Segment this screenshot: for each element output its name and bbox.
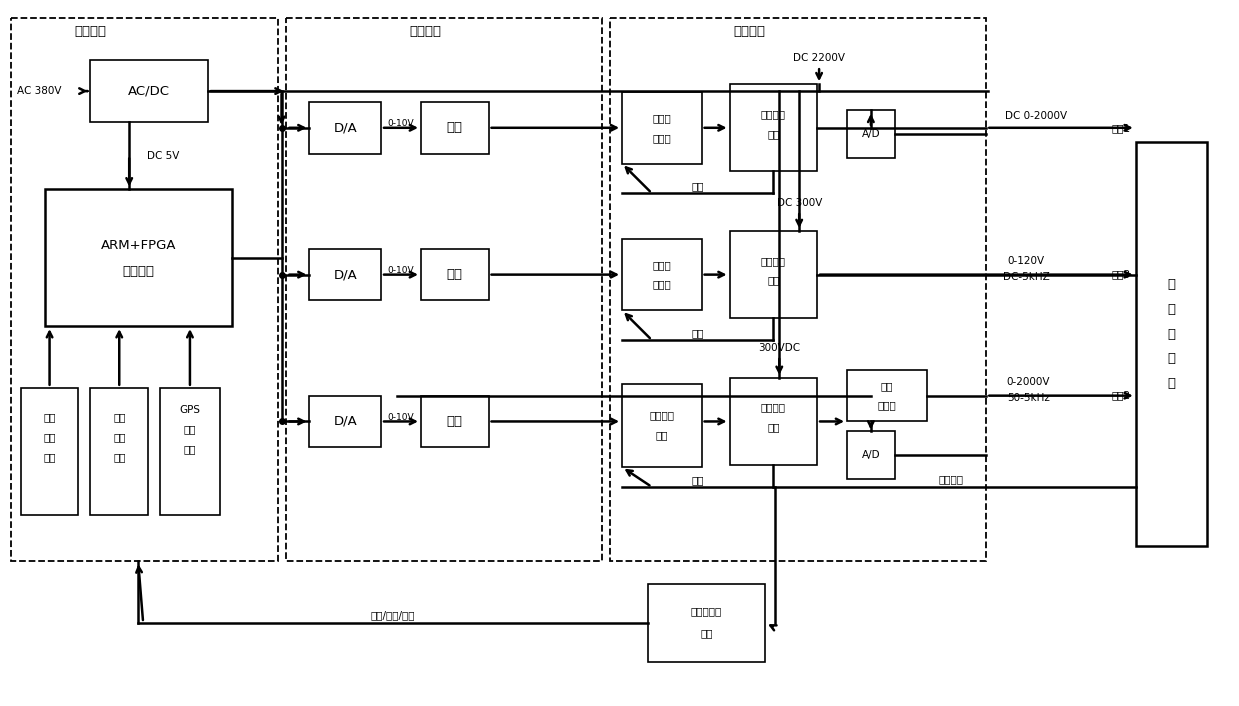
- Text: 0-10V: 0-10V: [388, 413, 414, 422]
- Text: 试: 试: [1167, 303, 1176, 316]
- Text: 隔离驱动: 隔离驱动: [649, 410, 674, 421]
- Text: GPS: GPS: [180, 405, 201, 414]
- Text: 通讯: 通讯: [43, 432, 56, 443]
- Bar: [622, 92, 701, 164]
- Text: 单元: 单元: [767, 422, 779, 432]
- Text: 信号处理: 信号处理: [409, 25, 441, 38]
- Bar: [90, 60, 208, 122]
- Text: 功率放大: 功率放大: [761, 402, 786, 412]
- Text: 端口1: 端口1: [1111, 123, 1131, 133]
- Bar: [730, 378, 817, 465]
- Bar: [610, 18, 986, 561]
- Text: 感: 感: [1167, 352, 1176, 366]
- Text: 模块: 模块: [183, 444, 196, 454]
- Bar: [622, 239, 701, 311]
- Text: DC-5kHZ: DC-5kHZ: [1002, 272, 1049, 282]
- Bar: [1136, 142, 1207, 546]
- Text: 对时: 对时: [113, 412, 125, 422]
- Bar: [421, 395, 488, 448]
- Text: 滤波: 滤波: [447, 121, 462, 134]
- Text: 变压器: 变压器: [877, 400, 896, 411]
- Bar: [11, 18, 278, 561]
- Bar: [421, 102, 488, 154]
- Text: 300VDC: 300VDC: [758, 343, 800, 353]
- Bar: [730, 84, 817, 172]
- Text: DC 2200V: DC 2200V: [793, 54, 845, 64]
- Text: D/A: D/A: [333, 121, 357, 134]
- Text: 被: 被: [1167, 278, 1176, 291]
- Text: 0-120V: 0-120V: [1007, 256, 1044, 265]
- Text: 数据: 数据: [43, 412, 56, 422]
- Text: AC 380V: AC 380V: [16, 86, 61, 96]
- Text: 0-10V: 0-10V: [388, 119, 414, 128]
- Text: 高精度采集: 高精度采集: [691, 606, 722, 616]
- Bar: [160, 388, 219, 515]
- Text: 接口: 接口: [43, 452, 56, 462]
- Bar: [285, 18, 602, 561]
- Bar: [730, 231, 817, 318]
- Text: 功放单元: 功放单元: [733, 25, 766, 38]
- Text: 隔离驱: 隔离驱: [653, 113, 672, 123]
- Bar: [648, 584, 766, 662]
- Text: D/A: D/A: [333, 415, 357, 428]
- Text: 互: 互: [1167, 328, 1176, 341]
- Text: DC 5V: DC 5V: [147, 150, 180, 160]
- Bar: [310, 102, 382, 154]
- Text: 宽频: 宽频: [881, 381, 893, 390]
- Text: D/A: D/A: [333, 268, 357, 281]
- Text: 单元: 单元: [767, 128, 779, 139]
- Text: 模块: 模块: [113, 452, 125, 462]
- Text: 端口2: 端口2: [1111, 390, 1131, 401]
- Text: 主控电路: 主控电路: [123, 265, 154, 278]
- Bar: [847, 110, 895, 157]
- Text: 功率放大: 功率放大: [761, 109, 786, 119]
- Text: 主控部分: 主控部分: [74, 25, 107, 38]
- Text: DC 300V: DC 300V: [777, 198, 821, 208]
- Text: 隔离驱: 隔离驱: [653, 260, 672, 270]
- Text: 器: 器: [1167, 377, 1176, 390]
- Text: 反馈: 反馈: [691, 181, 704, 191]
- Text: 反馈: 反馈: [691, 475, 704, 485]
- Text: 功率放大: 功率放大: [761, 256, 786, 265]
- Bar: [421, 249, 488, 301]
- Text: 端口3: 端口3: [1111, 270, 1131, 280]
- Text: A/D: A/D: [861, 128, 880, 139]
- Bar: [45, 189, 232, 326]
- Text: 动电路: 动电路: [653, 280, 672, 289]
- Text: 0-2000V: 0-2000V: [1006, 377, 1049, 387]
- Bar: [310, 249, 382, 301]
- Text: 装置: 装置: [700, 628, 712, 638]
- Text: 单元: 单元: [767, 275, 779, 285]
- Text: 电路: 电路: [655, 431, 668, 441]
- Text: 通信/传输/对时: 通信/传输/对时: [370, 610, 415, 620]
- Text: 接收: 接收: [183, 424, 196, 434]
- Text: DC 0-2000V: DC 0-2000V: [1005, 111, 1067, 121]
- Text: A/D: A/D: [861, 450, 880, 460]
- Text: 反馈: 反馈: [691, 328, 704, 338]
- Text: 二次输出: 二次输出: [938, 474, 963, 484]
- Bar: [622, 384, 701, 467]
- Text: 滤波: 滤波: [447, 415, 462, 428]
- Text: 50-5kHz: 50-5kHz: [1007, 393, 1049, 402]
- Text: 接收: 接收: [113, 432, 125, 443]
- Bar: [847, 370, 927, 421]
- Bar: [90, 388, 149, 515]
- Text: AC/DC: AC/DC: [128, 85, 170, 97]
- Text: 0-10V: 0-10V: [388, 266, 414, 275]
- Bar: [310, 395, 382, 448]
- Bar: [847, 431, 895, 479]
- Bar: [21, 388, 78, 515]
- Text: ARM+FPGA: ARM+FPGA: [100, 239, 176, 252]
- Text: 动电路: 动电路: [653, 133, 672, 143]
- Text: 滤波: 滤波: [447, 268, 462, 281]
